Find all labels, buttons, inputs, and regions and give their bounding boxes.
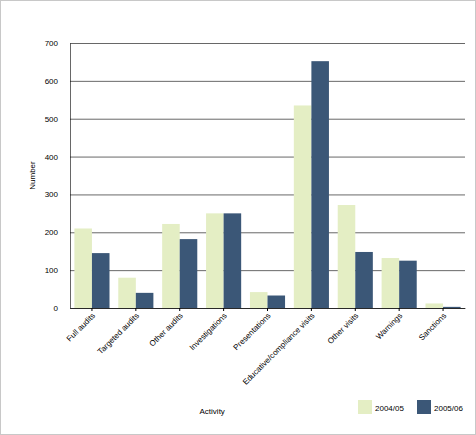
y-tick-label: 300 <box>45 190 59 199</box>
x-tick-label: Targeted audits <box>96 311 141 356</box>
y-tick: 400 <box>45 153 465 162</box>
grid-line <box>70 194 465 195</box>
bar <box>206 213 224 308</box>
x-tick-label: Warnings <box>374 311 404 341</box>
tick-mark <box>311 308 312 311</box>
bar <box>74 229 92 309</box>
y-tick-label: 0 <box>54 304 59 313</box>
y-tick-label: 200 <box>45 228 59 237</box>
bar <box>162 224 180 308</box>
y-tick-label: 500 <box>45 115 59 124</box>
legend-label: 2005/06 <box>434 404 463 413</box>
bar <box>338 205 356 308</box>
x-tick-label: Other visits <box>326 311 361 346</box>
bars <box>74 61 460 308</box>
bar <box>443 307 461 308</box>
tick-mark <box>179 308 180 311</box>
bar <box>355 252 373 308</box>
x-tick-label: Investigations <box>188 311 229 352</box>
x-tick: Sanctions <box>417 308 448 342</box>
legend-swatch <box>417 400 431 414</box>
y-tick-label: 700 <box>45 39 59 48</box>
bar <box>311 61 329 308</box>
grid-line <box>70 119 465 120</box>
y-axis-title: Number <box>28 161 37 190</box>
bar <box>180 239 198 308</box>
tick-mark <box>355 308 356 311</box>
bar <box>426 303 444 308</box>
grid-line <box>70 81 465 82</box>
y-tick: 700 <box>45 39 465 48</box>
y-tick: 500 <box>45 115 465 124</box>
bar <box>294 105 312 308</box>
x-tick-label: Educative/compliance visits <box>241 311 317 387</box>
grid-line <box>70 232 465 233</box>
x-tick-label: Other audits <box>148 311 185 348</box>
x-tick: Full audits <box>65 308 97 343</box>
bar <box>382 258 400 308</box>
tick-mark <box>399 308 400 311</box>
y-tick-label: 400 <box>45 153 59 162</box>
x-tick: Warnings <box>374 308 404 341</box>
frame <box>1 1 476 435</box>
x-tick-label: Sanctions <box>417 311 448 342</box>
x-tick: Presentations <box>232 308 273 352</box>
x-tick: Other audits <box>148 308 185 348</box>
bar <box>250 292 268 308</box>
x-tick-label: Presentations <box>232 311 273 352</box>
grid-line <box>70 157 465 158</box>
x-tick-label: Full audits <box>65 311 97 343</box>
tick-mark <box>91 308 92 311</box>
bar <box>224 213 242 308</box>
bar <box>268 296 286 308</box>
tick-mark <box>223 308 224 311</box>
legend-label: 2004/05 <box>375 404 404 413</box>
x-axis-title: Activity <box>200 407 225 416</box>
bar <box>92 253 110 308</box>
bar <box>136 293 154 308</box>
y-tick-label: 100 <box>45 266 59 275</box>
y-axis: 0 100 200 300 400 500 600 700 <box>45 39 465 313</box>
legend-swatch <box>358 400 372 414</box>
y-tick-label: 600 <box>45 77 59 86</box>
x-tick: Educative/compliance visits <box>241 308 317 387</box>
y-tick: 600 <box>45 77 465 86</box>
x-tick: Targeted audits <box>96 308 141 356</box>
x-axis: Full auditsTargeted auditsOther auditsIn… <box>65 308 466 387</box>
legend: 2004/05 2005/06 <box>358 400 463 414</box>
grid-line <box>70 43 465 44</box>
tick-mark <box>135 308 136 311</box>
x-tick: Investigations <box>188 308 229 352</box>
tick-mark <box>267 308 268 311</box>
tick-mark <box>443 308 444 311</box>
plot: 0 100 200 300 400 500 600 700 Full auditsTargete… <box>45 39 466 387</box>
x-tick: Other visits <box>326 308 361 346</box>
y-tick: 300 <box>45 190 465 199</box>
bar <box>118 278 136 308</box>
bar <box>399 261 417 308</box>
y-tick: 200 <box>45 228 465 237</box>
y-axis-line <box>70 44 71 309</box>
